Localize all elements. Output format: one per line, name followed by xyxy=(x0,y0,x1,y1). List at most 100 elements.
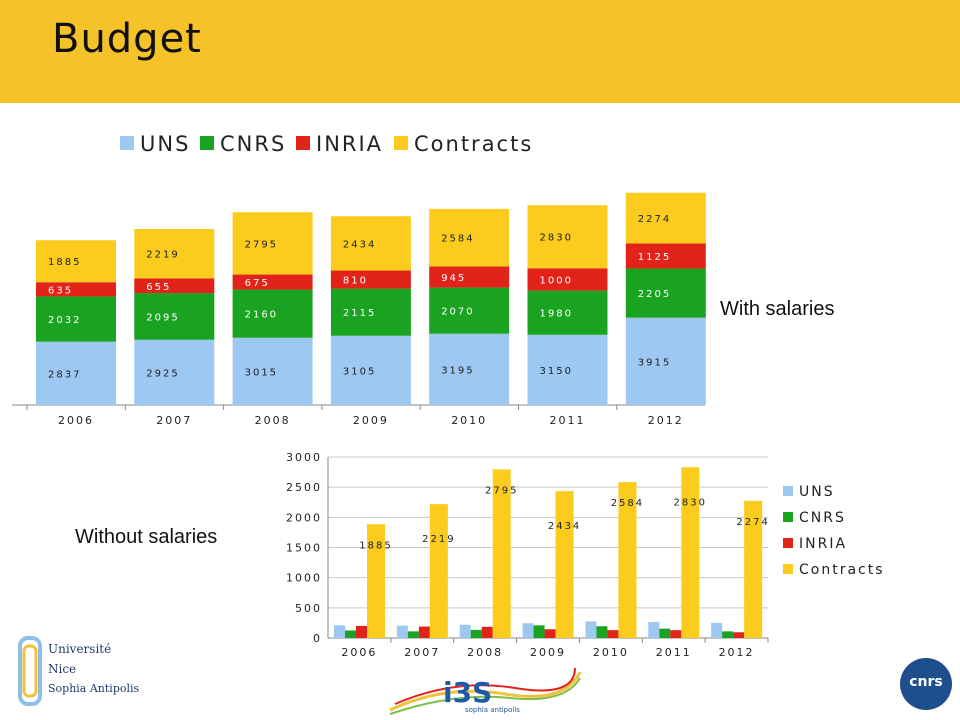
uns-logo-line1: Université xyxy=(48,642,112,656)
i3s-logo: i3S sophia antipolis xyxy=(385,664,585,718)
glegend-label-cnrs: CNRS xyxy=(799,510,846,526)
y-tick-label-1500: 1500 xyxy=(286,542,322,555)
gbar-contracts-2007 xyxy=(429,504,448,638)
bar-cnrs-2006 xyxy=(36,296,116,342)
data-label-contracts-2007: 2219 xyxy=(146,250,179,261)
data-label-uns-2006: 2837 xyxy=(48,369,81,380)
x-tick-label-2011: 2011 xyxy=(550,414,586,427)
bar-contracts-2009 xyxy=(330,216,411,271)
gbar-inria-2006 xyxy=(356,625,367,638)
gbar-inria-2011 xyxy=(670,630,682,638)
data-label-contracts-2012: 2274 xyxy=(638,214,671,225)
gbar-uns-2006 xyxy=(334,625,345,638)
legend-label-cnrs: CNRS xyxy=(220,132,286,156)
data-label-cnrs-2009: 2115 xyxy=(343,308,376,319)
bar-cnrs-2007 xyxy=(134,293,215,340)
gbar-inria-2010 xyxy=(607,630,619,638)
gx-tick-label-2009: 2009 xyxy=(530,646,566,659)
glegend-swatch-contracts xyxy=(783,564,793,574)
gbar-inria-2008 xyxy=(481,626,493,638)
bar-cnrs-2008 xyxy=(232,289,313,338)
data-label-inria-2007: 655 xyxy=(146,282,171,293)
x-tick-label-2006: 2006 xyxy=(58,414,94,427)
gbar-inria-2009 xyxy=(544,629,556,638)
data-label-contracts-2008: 2795 xyxy=(245,239,278,250)
gbar-contracts-2008 xyxy=(492,469,511,638)
data-label-uns-2009: 3105 xyxy=(343,366,376,377)
bar-contracts-2012 xyxy=(625,192,706,244)
data-label-cnrs-2011: 1980 xyxy=(540,309,573,320)
gbar-contracts-2011 xyxy=(681,467,700,638)
gbar-contracts-2012 xyxy=(744,500,763,638)
y-tick-label-3000: 3000 xyxy=(286,451,322,464)
bar-uns-2008 xyxy=(232,337,313,405)
with-salaries-label: With salaries xyxy=(720,298,835,320)
gx-tick-label-2006: 2006 xyxy=(341,646,377,659)
gdata-label-2008: 2795 xyxy=(485,485,518,496)
bar-inria-2009 xyxy=(330,270,411,289)
bar-inria-2011 xyxy=(527,268,608,291)
gdata-label-2011: 2830 xyxy=(674,497,707,508)
glegend-swatch-cnrs xyxy=(783,512,793,522)
legend-swatch-inria xyxy=(296,136,310,150)
bar-uns-2007 xyxy=(134,339,215,405)
data-label-cnrs-2010: 2070 xyxy=(441,307,474,318)
uns-logo-line2: Nice xyxy=(48,662,77,676)
gx-tick-label-2011: 2011 xyxy=(656,646,692,659)
i3s-logo-subtext: sophia antipolis xyxy=(465,706,520,714)
uns-logo: Université Nice Sophia Antipolis xyxy=(18,636,148,706)
bar-inria-2010 xyxy=(429,266,510,288)
gdata-label-2009: 2434 xyxy=(548,521,581,532)
gbar-cnrs-2010 xyxy=(596,626,608,638)
bar-contracts-2011 xyxy=(527,205,608,269)
legend-label-uns: UNS xyxy=(140,132,190,156)
x-tick-label-2008: 2008 xyxy=(255,414,291,427)
legend-swatch-contracts xyxy=(394,136,408,150)
x-tick-label-2010: 2010 xyxy=(451,414,487,427)
without-salaries-label: Without salaries xyxy=(75,526,218,548)
data-label-cnrs-2007: 2095 xyxy=(146,312,179,323)
gdata-label-2012: 2274 xyxy=(736,517,769,528)
y-tick-label-2500: 2500 xyxy=(286,481,322,494)
gdata-label-2006: 1885 xyxy=(359,540,392,551)
bar-cnrs-2011 xyxy=(527,290,608,335)
gx-tick-label-2010: 2010 xyxy=(593,646,629,659)
bar-inria-2006 xyxy=(36,282,116,297)
gbar-uns-2010 xyxy=(585,621,597,638)
bar-uns-2009 xyxy=(330,335,411,405)
data-label-contracts-2009: 2434 xyxy=(343,239,376,250)
glegend-swatch-uns xyxy=(783,486,793,496)
gbar-uns-2011 xyxy=(648,622,660,638)
data-label-cnrs-2008: 2160 xyxy=(245,310,278,321)
y-tick-label-500: 500 xyxy=(295,602,322,615)
gbar-contracts-2006 xyxy=(367,524,385,638)
data-label-contracts-2011: 2830 xyxy=(540,233,573,244)
data-label-inria-2006: 635 xyxy=(48,285,73,296)
data-label-inria-2009: 810 xyxy=(343,276,368,287)
data-label-uns-2012: 3915 xyxy=(638,357,671,368)
legend-label-inria: INRIA xyxy=(316,132,383,156)
cnrs-logo-text: cnrs xyxy=(909,674,943,690)
bar-cnrs-2009 xyxy=(330,288,411,336)
gdata-label-2007: 2219 xyxy=(422,534,455,545)
gbar-cnrs-2007 xyxy=(407,631,419,638)
bar-contracts-2010 xyxy=(429,208,510,267)
title-bar xyxy=(0,0,960,103)
x-tick-label-2012: 2012 xyxy=(648,414,684,427)
glegend-label-inria: INRIA xyxy=(799,536,847,552)
legend-swatch-uns xyxy=(120,136,134,150)
gbar-cnrs-2008 xyxy=(470,629,482,638)
gbar-inria-2012 xyxy=(733,632,745,638)
data-label-uns-2008: 3015 xyxy=(245,367,278,378)
glegend-label-uns: UNS xyxy=(799,484,835,500)
data-label-uns-2011: 3150 xyxy=(540,366,573,377)
bar-inria-2008 xyxy=(232,274,313,290)
uns-logo-line3: Sophia Antipolis xyxy=(48,682,140,695)
gbar-uns-2009 xyxy=(522,623,534,638)
data-label-inria-2011: 1000 xyxy=(540,275,573,286)
bar-inria-2007 xyxy=(134,278,215,294)
uns-logo-mark xyxy=(18,636,42,706)
gbar-cnrs-2009 xyxy=(533,625,545,638)
cnrs-logo: cnrs xyxy=(900,658,952,710)
